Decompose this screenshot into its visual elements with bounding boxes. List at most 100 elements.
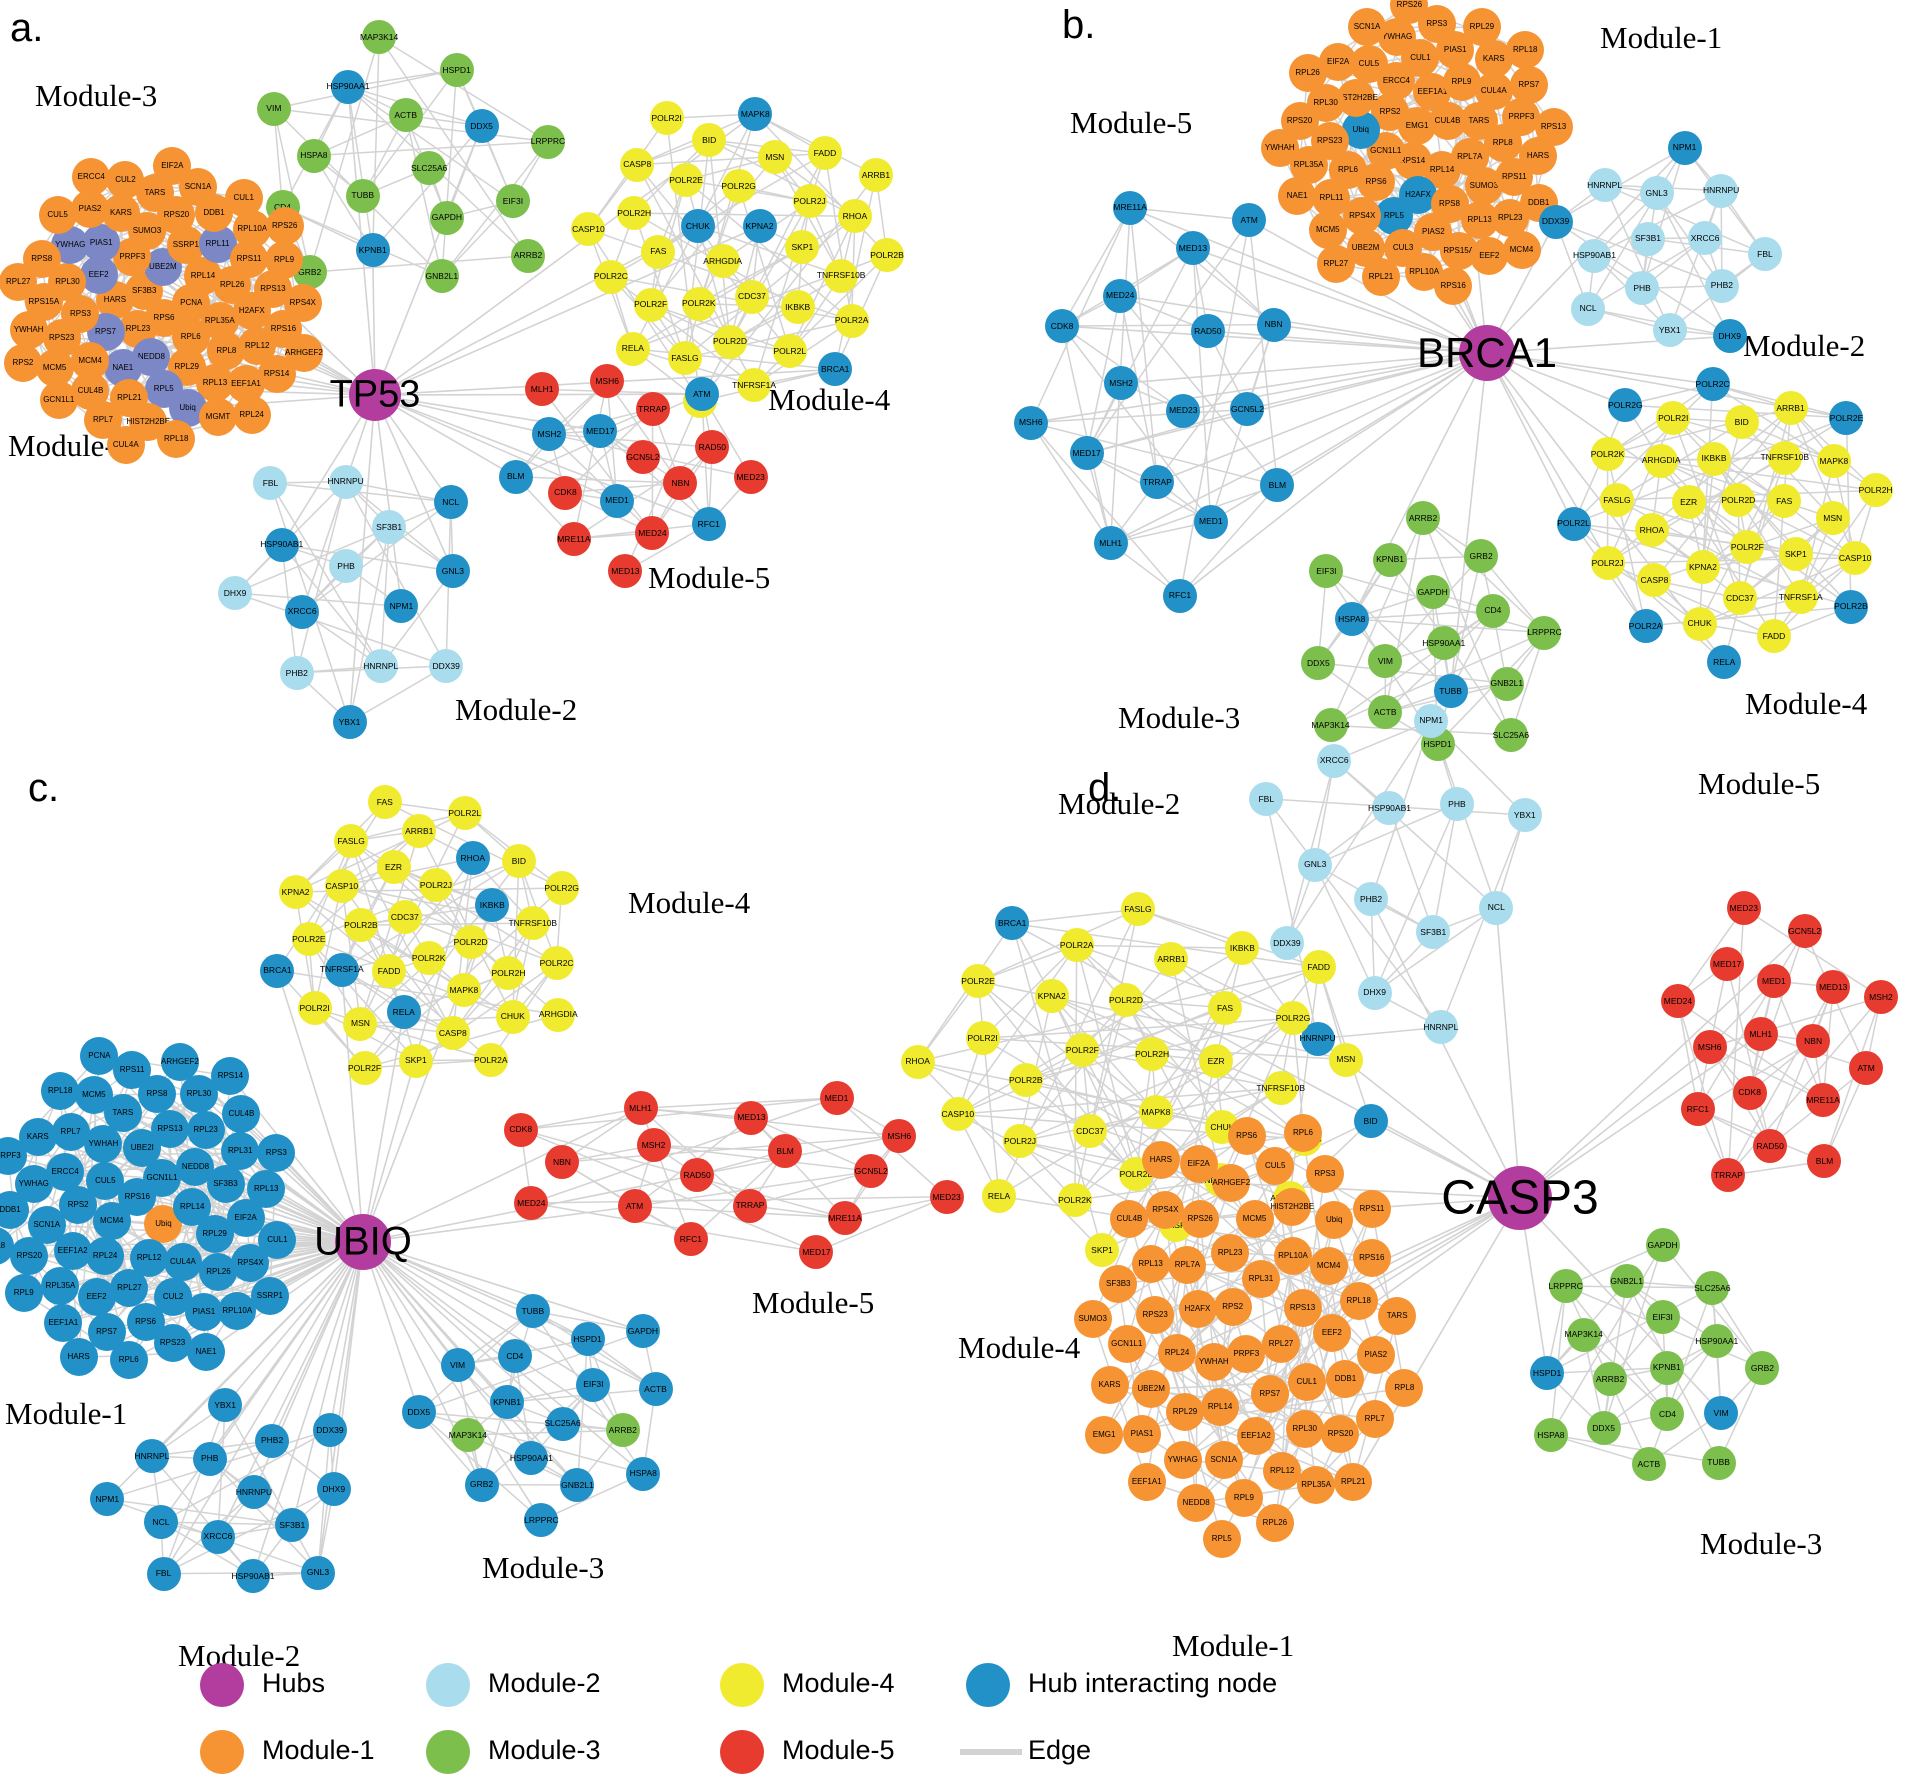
node-MSH2[interactable]: MSH2 xyxy=(532,416,567,451)
node-MRE11A[interactable]: MRE11A xyxy=(1113,190,1148,225)
node-MED24[interactable]: MED24 xyxy=(1660,984,1695,1019)
node-POLR2B[interactable]: POLR2B xyxy=(1008,1062,1043,1097)
node-POLR2B[interactable]: POLR2B xyxy=(343,908,378,943)
node-POLR2K[interactable]: POLR2K xyxy=(1590,437,1625,472)
node-FASLG[interactable]: FASLG xyxy=(667,340,702,375)
node-RPS6[interactable]: RPS6 xyxy=(1227,1116,1266,1155)
node-DDB1[interactable]: DDB1 xyxy=(1326,1360,1365,1399)
node-PHB[interactable]: PHB xyxy=(192,1441,227,1476)
node-RPS26[interactable]: RPS26 xyxy=(265,207,304,246)
node-RPS2[interactable]: RPS2 xyxy=(59,1186,98,1225)
node-PRPF3[interactable]: PRPF3 xyxy=(0,1137,27,1176)
node-MED24[interactable]: MED24 xyxy=(1103,278,1138,313)
node-CASP8[interactable]: CASP8 xyxy=(620,147,655,182)
node-NAE1[interactable]: NAE1 xyxy=(1278,176,1317,215)
node-POLR2E[interactable]: POLR2E xyxy=(669,163,704,198)
node-RPL23[interactable]: RPL23 xyxy=(186,1110,225,1149)
node-ARRB1[interactable]: ARRB1 xyxy=(1154,942,1189,977)
node-RPL8[interactable]: RPL8 xyxy=(0,1226,15,1265)
node-MAPK8[interactable]: MAPK8 xyxy=(446,973,481,1008)
node-POLR2L[interactable]: POLR2L xyxy=(447,796,482,830)
node-BRCA1[interactable]: BRCA1 xyxy=(995,906,1030,941)
node-RPL26[interactable]: RPL26 xyxy=(199,1253,238,1292)
node-MSH6[interactable]: MSH6 xyxy=(1692,1030,1727,1065)
node-RPL29[interactable]: RPL29 xyxy=(1166,1393,1204,1432)
node-NCL[interactable]: NCL xyxy=(144,1505,179,1540)
node-RPL18[interactable]: RPL18 xyxy=(1506,31,1545,70)
node-MED1[interactable]: MED1 xyxy=(819,1080,854,1115)
node-POLR2F[interactable]: POLR2F xyxy=(1065,1033,1100,1068)
node-FAS[interactable]: FAS xyxy=(367,784,402,819)
node-IKBKB[interactable]: IKBKB xyxy=(1697,441,1731,476)
node-XRCC6[interactable]: XRCC6 xyxy=(200,1519,235,1554)
node-RFC1[interactable]: RFC1 xyxy=(673,1222,708,1257)
node-YBX1[interactable]: YBX1 xyxy=(208,1388,243,1423)
node-PIAS2[interactable]: PIAS2 xyxy=(1356,1336,1395,1375)
node-MLH1[interactable]: MLH1 xyxy=(1743,1017,1778,1052)
node-MSH6[interactable]: MSH6 xyxy=(590,364,625,399)
node-XRCC6[interactable]: XRCC6 xyxy=(1688,220,1723,255)
node-HNRNPL[interactable]: HNRNPL xyxy=(363,649,398,684)
node-DDX39[interactable]: DDX39 xyxy=(1538,204,1573,239)
node-RPS23[interactable]: RPS23 xyxy=(153,1324,192,1363)
node-POLR2K[interactable]: POLR2K xyxy=(1057,1183,1092,1218)
node-GRB2[interactable]: GRB2 xyxy=(1745,1350,1780,1385)
node-GCN5L2[interactable]: GCN5L2 xyxy=(1230,392,1265,427)
node-CDK8[interactable]: CDK8 xyxy=(548,475,583,510)
node-HSPD1[interactable]: HSPD1 xyxy=(570,1322,605,1357)
node-MAP3K14[interactable]: MAP3K14 xyxy=(1311,708,1350,743)
node-RFC1[interactable]: RFC1 xyxy=(1163,578,1198,613)
node-POLR2B[interactable]: POLR2B xyxy=(1833,589,1868,624)
node-POLR2G[interactable]: POLR2G xyxy=(544,871,579,906)
node-EIF3I[interactable]: EIF3I xyxy=(1309,554,1344,589)
node-GNL3[interactable]: GNL3 xyxy=(435,554,470,589)
node-MED1[interactable]: MED1 xyxy=(1193,504,1228,539)
node-IKBKB[interactable]: IKBKB xyxy=(1225,931,1260,966)
node-TRRAP[interactable]: TRRAP xyxy=(635,392,670,427)
node-SLC25A6[interactable]: SLC25A6 xyxy=(411,151,447,185)
node-BLM[interactable]: BLM xyxy=(498,459,533,494)
node-RPS20[interactable]: RPS20 xyxy=(10,1236,49,1275)
node-POLR2I[interactable]: POLR2I xyxy=(649,101,684,136)
node-CASP10[interactable]: CASP10 xyxy=(571,212,606,247)
node-ACTB[interactable]: ACTB xyxy=(388,98,423,133)
node-GNL3[interactable]: GNL3 xyxy=(1298,847,1333,882)
node-RPL6[interactable]: RPL6 xyxy=(109,1341,148,1380)
node-NBN[interactable]: NBN xyxy=(544,1145,579,1180)
node-RPS16[interactable]: RPS16 xyxy=(1352,1238,1391,1277)
node-RPL35A[interactable]: RPL35A xyxy=(1297,1466,1336,1505)
node-EIF3I[interactable]: EIF3I xyxy=(576,1367,611,1402)
node-EZR[interactable]: EZR xyxy=(1199,1044,1234,1079)
node-EIF2A[interactable]: EIF2A xyxy=(153,146,192,185)
node-RAD50[interactable]: RAD50 xyxy=(1190,313,1225,348)
node-HIST2H2BE[interactable]: HIST2H2BE xyxy=(1270,1188,1314,1227)
node-LRPPRC[interactable]: LRPPRC xyxy=(1548,1269,1583,1304)
node-RPL7A[interactable]: RPL7A xyxy=(1168,1245,1207,1284)
node-EZR[interactable]: EZR xyxy=(376,849,411,884)
node-MCM5[interactable]: MCM5 xyxy=(1235,1200,1274,1239)
node-ACTB[interactable]: ACTB xyxy=(1631,1446,1666,1481)
node-RPL7[interactable]: RPL7 xyxy=(1355,1399,1394,1438)
node-TRRAP[interactable]: TRRAP xyxy=(1711,1158,1746,1193)
node-POLR2A[interactable]: POLR2A xyxy=(473,1042,508,1077)
node-ERCC4[interactable]: ERCC4 xyxy=(72,158,111,197)
node-POLR2J[interactable]: POLR2J xyxy=(1590,546,1625,581)
node-SLC25A6[interactable]: SLC25A6 xyxy=(1694,1270,1731,1305)
node-KARS[interactable]: KARS xyxy=(1090,1366,1129,1405)
node-PHB2[interactable]: PHB2 xyxy=(255,1423,290,1458)
node-ARRB2[interactable]: ARRB2 xyxy=(1593,1361,1628,1396)
node-POLR2H[interactable]: POLR2H xyxy=(617,196,651,231)
node-GAPDH[interactable]: GAPDH xyxy=(625,1314,660,1349)
node-CUL4A[interactable]: CUL4A xyxy=(163,1242,202,1281)
node-EEF2[interactable]: EEF2 xyxy=(1312,1314,1351,1353)
node-HNRNPU[interactable]: HNRNPU xyxy=(327,464,364,499)
node-RPL27[interactable]: RPL27 xyxy=(0,263,38,302)
node-CDC37[interactable]: CDC37 xyxy=(734,279,769,314)
node-IKBKB[interactable]: IKBKB xyxy=(780,290,815,325)
node-NBN[interactable]: NBN xyxy=(663,466,698,501)
node-MED13[interactable]: MED13 xyxy=(1816,969,1851,1004)
node-SF3B1[interactable]: SF3B1 xyxy=(1416,915,1451,950)
node-DDX5[interactable]: DDX5 xyxy=(1586,1411,1621,1446)
node-FASLG[interactable]: FASLG xyxy=(1599,482,1634,517)
node-CUL1[interactable]: CUL1 xyxy=(224,178,263,217)
